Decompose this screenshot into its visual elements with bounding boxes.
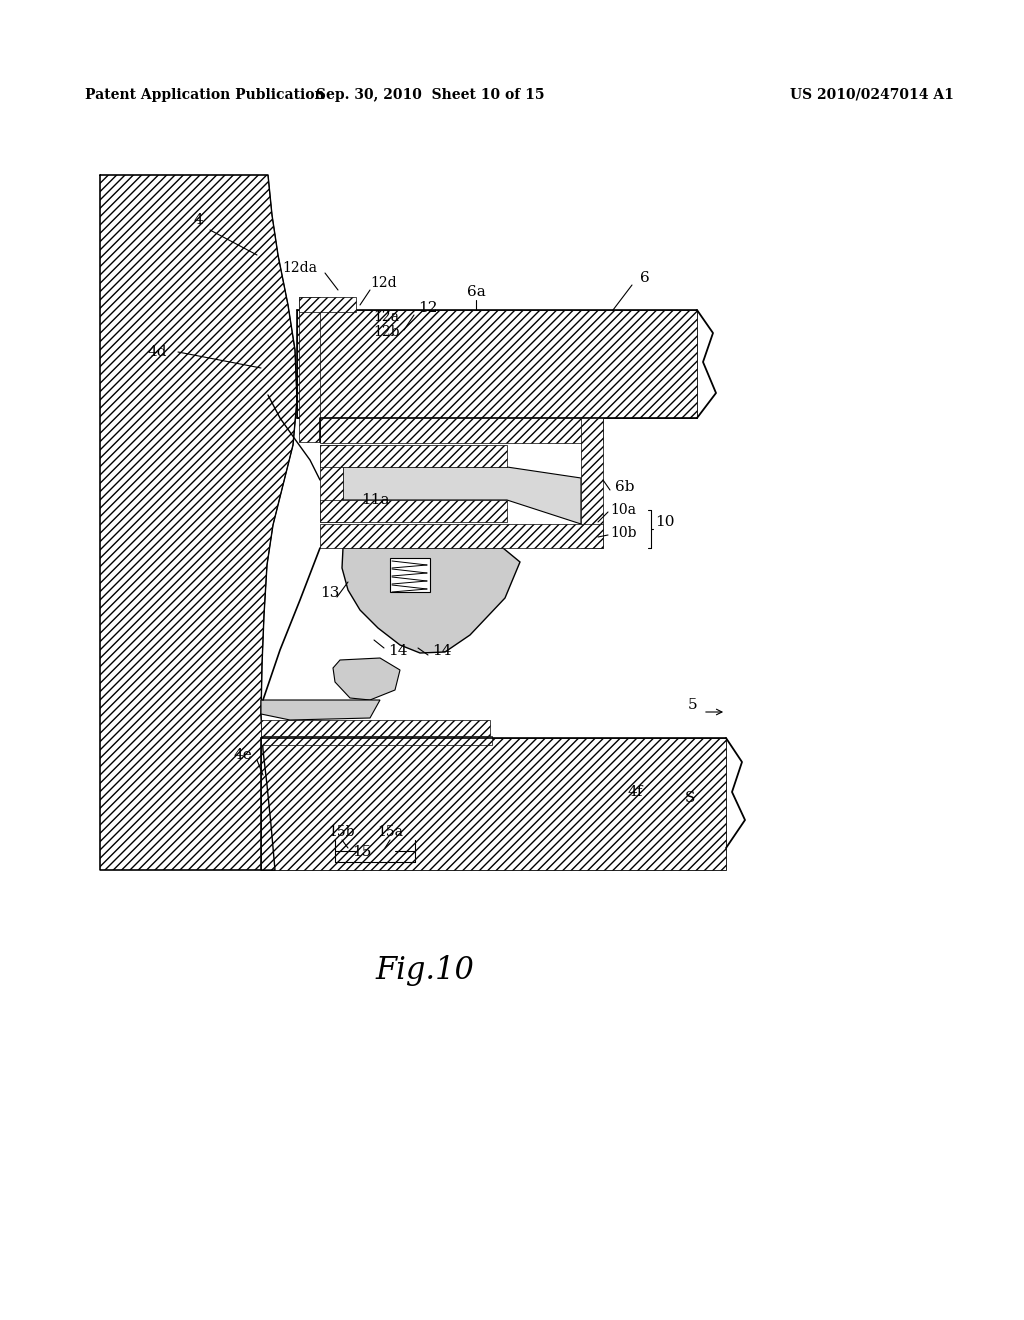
- Polygon shape: [319, 445, 343, 521]
- Text: 5: 5: [688, 698, 697, 711]
- Polygon shape: [261, 719, 490, 737]
- Text: 14: 14: [432, 644, 452, 657]
- Text: 11a: 11a: [360, 492, 389, 507]
- Polygon shape: [319, 524, 603, 548]
- Polygon shape: [319, 500, 507, 521]
- Polygon shape: [342, 548, 520, 653]
- Text: Sep. 30, 2010  Sheet 10 of 15: Sep. 30, 2010 Sheet 10 of 15: [315, 88, 544, 102]
- Polygon shape: [333, 657, 400, 700]
- Polygon shape: [261, 737, 492, 744]
- Text: 6b: 6b: [615, 480, 635, 494]
- Polygon shape: [299, 297, 356, 312]
- Text: 12d: 12d: [370, 276, 396, 290]
- Text: 4e: 4e: [233, 748, 252, 762]
- Text: 4f: 4f: [628, 785, 643, 799]
- Text: 6: 6: [640, 271, 650, 285]
- Text: 15a: 15a: [377, 825, 403, 840]
- Polygon shape: [390, 558, 430, 591]
- Text: 15b: 15b: [329, 825, 355, 840]
- Polygon shape: [100, 176, 297, 870]
- Text: 12da: 12da: [283, 261, 317, 275]
- Polygon shape: [319, 418, 603, 444]
- Polygon shape: [261, 700, 380, 719]
- Text: 10b: 10b: [610, 525, 637, 540]
- Text: 15: 15: [352, 845, 372, 859]
- Text: 10: 10: [655, 515, 675, 529]
- Polygon shape: [343, 467, 581, 524]
- Text: 12a: 12a: [373, 310, 399, 323]
- Polygon shape: [261, 738, 726, 870]
- Text: 4d: 4d: [148, 345, 168, 359]
- Text: 12b: 12b: [373, 325, 399, 339]
- Text: Patent Application Publication: Patent Application Publication: [85, 88, 325, 102]
- Polygon shape: [297, 310, 697, 418]
- Polygon shape: [319, 445, 507, 467]
- Text: 4: 4: [194, 213, 203, 227]
- Text: 6a: 6a: [467, 285, 485, 300]
- Text: 14: 14: [388, 644, 408, 657]
- Text: US 2010/0247014 A1: US 2010/0247014 A1: [790, 88, 954, 102]
- Text: 12: 12: [418, 301, 437, 315]
- Text: 10a: 10a: [610, 503, 636, 517]
- Polygon shape: [299, 297, 319, 442]
- Polygon shape: [581, 418, 603, 548]
- Text: 13: 13: [319, 586, 339, 601]
- Text: S: S: [685, 791, 695, 805]
- Text: Fig.10: Fig.10: [376, 954, 474, 986]
